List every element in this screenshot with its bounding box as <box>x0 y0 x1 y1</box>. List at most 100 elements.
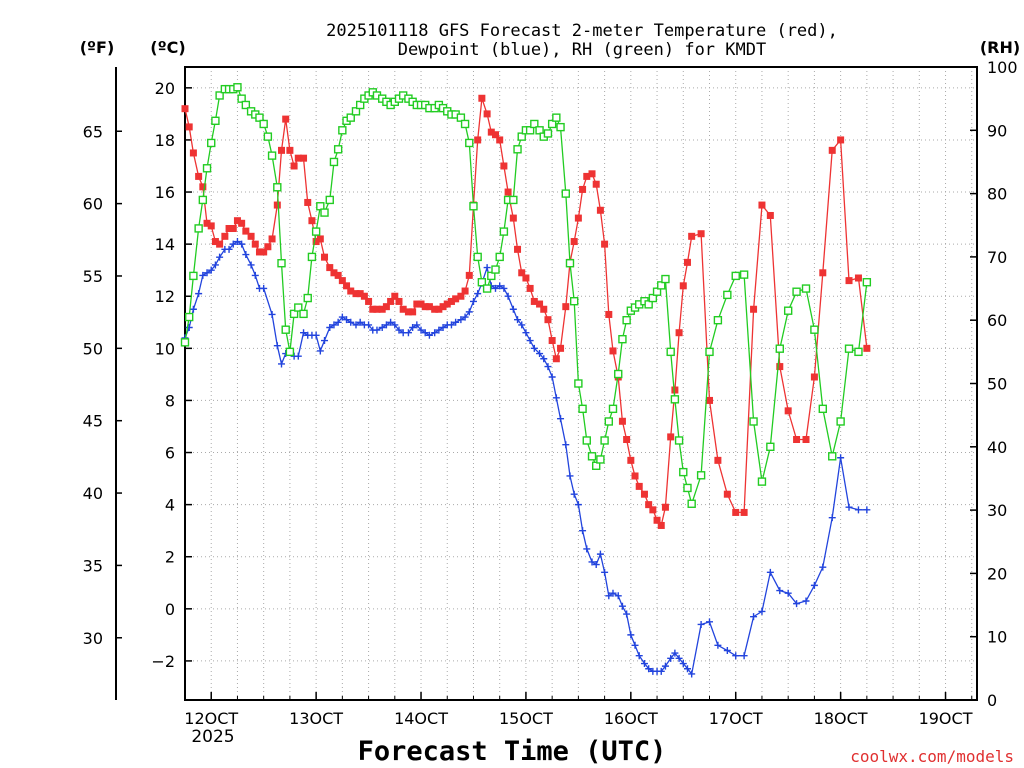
dewpoint-point <box>566 472 574 480</box>
temperature-point <box>522 274 530 282</box>
dewpoint-point <box>732 652 740 660</box>
fahrenheit-tick-label: 65 <box>83 122 103 141</box>
temperature-point <box>417 300 425 308</box>
rh-point <box>582 436 591 445</box>
temperature-point <box>294 154 302 162</box>
dewpoint-point <box>802 597 810 605</box>
rh-tick-label: 100 <box>987 58 1018 77</box>
rh-point <box>674 436 684 445</box>
rh-point <box>608 404 618 414</box>
dewpoint-point <box>395 326 403 334</box>
x-axis-label: Forecast Time (UTC) <box>358 736 667 767</box>
rh-point <box>854 347 863 357</box>
rh-point <box>215 91 224 100</box>
celsius-tick-label: 20 <box>155 79 175 98</box>
temperature-point <box>631 472 639 480</box>
dewpoint-point <box>225 245 233 253</box>
temperature-point <box>548 337 556 345</box>
dewpoint-point <box>435 326 443 334</box>
rh-tick-label: 80 <box>987 185 1007 204</box>
rh-point <box>491 265 500 274</box>
dewpoint-point <box>661 662 669 670</box>
rh-point <box>614 369 623 379</box>
chart-title-line1: 2025101118 GFS Forecast 2-meter Temperat… <box>326 21 838 41</box>
dewpoint-point <box>251 271 259 279</box>
temperature-point <box>810 373 818 381</box>
fahrenheit-tick-label: 35 <box>83 556 103 575</box>
dewpoint-point <box>863 506 871 514</box>
rh-tick-label: 90 <box>987 121 1007 140</box>
dewpoint-point <box>189 305 197 313</box>
credit-label: coolwx.com/models <box>850 747 1014 766</box>
dewpoint-point <box>706 618 714 626</box>
rh-point <box>600 436 609 445</box>
temperature-point <box>369 305 377 313</box>
temperature-point <box>784 407 792 415</box>
dewpoint-point <box>247 261 255 269</box>
rh-point <box>552 113 561 122</box>
rh-point <box>189 271 198 281</box>
dewpoint-point <box>421 329 429 337</box>
dewpoint-point <box>530 344 538 352</box>
temperature-point <box>536 300 544 308</box>
fahrenheit-tick-label: 55 <box>83 267 103 286</box>
rh-point <box>207 138 216 148</box>
dewpoint-point <box>679 660 687 668</box>
dewpoint-point <box>382 321 390 329</box>
rh-series <box>180 83 872 508</box>
dewpoint-point <box>544 363 552 371</box>
dewpoint-point <box>343 316 351 324</box>
dewpoint-point <box>483 264 491 272</box>
temperature-point <box>500 162 508 170</box>
rh-point <box>561 189 570 198</box>
rh-tick-label: 50 <box>987 375 1007 394</box>
temperature-point <box>706 396 714 404</box>
rh-tick-label: 40 <box>987 438 1007 457</box>
dewpoint-point <box>321 337 329 345</box>
temperature-point <box>579 185 587 193</box>
rh-point <box>259 119 268 129</box>
temperature-point <box>623 436 631 444</box>
temperature-point <box>740 508 748 516</box>
temperature-point <box>439 303 447 311</box>
temperature-point <box>461 287 469 295</box>
rh-point <box>281 325 290 334</box>
dewpoint-point <box>469 297 477 305</box>
dewpoint-point <box>614 592 622 600</box>
dewpoint-point <box>461 313 469 321</box>
dewpoint-point <box>509 305 517 313</box>
temperature-point <box>282 115 290 123</box>
dewpoint-point <box>199 271 207 279</box>
chart-title-line2: Dewpoint (blue), RH (green) for KMDT <box>398 40 766 60</box>
temperature-point <box>273 201 281 209</box>
dewpoint-point <box>605 592 613 600</box>
temperature-point <box>216 240 224 248</box>
temperature-point <box>592 180 600 188</box>
temperature-point <box>583 172 591 180</box>
rh-point <box>696 471 706 480</box>
temperature-point <box>504 188 512 196</box>
dewpoint-point <box>492 284 500 292</box>
temperature-point <box>526 284 534 292</box>
rh-point <box>757 477 767 486</box>
rh-point <box>618 334 627 344</box>
dewpoint-point <box>574 501 582 509</box>
dewpoint-point <box>330 321 338 329</box>
temperature-point <box>300 154 308 162</box>
rh-point <box>723 290 732 300</box>
temperature-point <box>425 303 433 311</box>
temperature-point <box>487 128 495 136</box>
temperature-point <box>714 456 722 464</box>
dewpoint-point <box>540 355 548 363</box>
dewpoint-point <box>242 251 250 259</box>
celsius-tick-label: 18 <box>155 131 175 150</box>
dewpoint-point <box>766 568 774 576</box>
dewpoint-point <box>750 613 758 621</box>
rh-point <box>556 122 565 132</box>
temperature-point <box>837 136 845 144</box>
temperature-point <box>679 282 687 290</box>
fahrenheit-tick-label: 40 <box>83 484 103 503</box>
celsius-tick-label: 8 <box>165 391 175 410</box>
dewpoint-point <box>631 641 639 649</box>
temperature-point <box>378 305 386 313</box>
